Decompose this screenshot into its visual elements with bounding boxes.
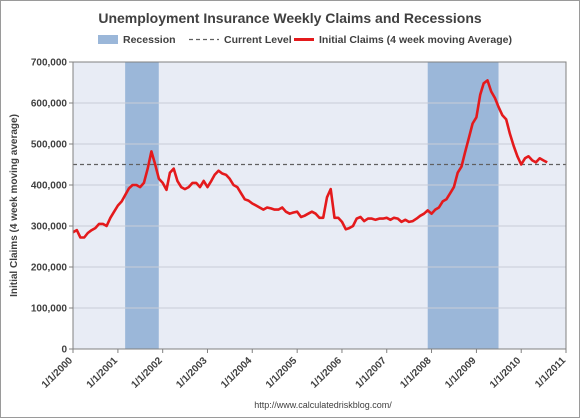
x-tick-label: 1/1/2009	[443, 355, 479, 391]
x-tick-label: 1/1/2001	[85, 355, 121, 391]
y-tick-label: 200,000	[31, 263, 68, 274]
x-tick-label: 1/1/2010	[488, 355, 524, 391]
y-tick-label: 400,000	[31, 181, 68, 192]
x-tick-label: 1/1/2000	[40, 355, 76, 391]
legend-label-recession: Recession	[123, 34, 176, 46]
y-tick-label: 600,000	[31, 99, 68, 110]
recession-band-1	[125, 62, 159, 349]
legend-swatch-recession	[98, 35, 118, 44]
x-tick-label: 1/1/2003	[174, 355, 210, 391]
y-axis-label: Initial Claims (4 week moving average)	[9, 114, 20, 297]
x-tick-label: 1/1/2007	[354, 355, 390, 391]
y-tick-label: 100,000	[31, 304, 68, 315]
x-tick-label: 1/1/2008	[398, 355, 434, 391]
plot-area	[72, 61, 567, 350]
chart-title: Unemployment Insurance Weekly Claims and…	[98, 10, 482, 26]
x-tick-label: 1/1/2002	[130, 355, 166, 391]
legend: Recession Current Level Initial Claims (…	[98, 34, 512, 46]
initial-claims-line	[72, 79, 548, 239]
x-tick-label: 1/1/2004	[219, 355, 255, 391]
y-tick-label: 300,000	[31, 222, 68, 233]
x-tick-label: 1/1/2011	[533, 355, 568, 390]
y-axis: 0 100,000 200,000 300,000 400,000 500,000 600,…	[31, 58, 73, 356]
legend-label-current-level: Current Level	[224, 34, 292, 46]
x-tick-label: 1/1/2006	[309, 355, 345, 391]
plot-border	[72, 61, 567, 350]
x-tick-label: 1/1/2005	[264, 355, 300, 391]
y-tick-label: 500,000	[31, 140, 68, 151]
source-url: http://www.calculatedriskblog.com/	[254, 400, 392, 410]
x-axis: 1/1/2000 1/1/2001 1/1/2002 1/1/2003 1/1/2004…	[40, 349, 568, 391]
y-tick-label: 0	[61, 345, 67, 356]
recession-band-2	[427, 62, 499, 349]
recession-bands	[125, 62, 499, 349]
y-tick-label: 700,000	[31, 58, 68, 69]
legend-label-initial-claims: Initial Claims (4 week moving Average)	[319, 34, 512, 46]
